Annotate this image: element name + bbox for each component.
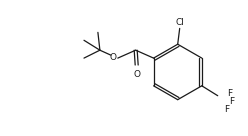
Text: O: O — [133, 70, 140, 79]
Text: O: O — [110, 53, 117, 62]
Text: Cl: Cl — [175, 18, 184, 27]
Text: F: F — [224, 105, 229, 114]
Text: F: F — [229, 97, 234, 106]
Text: F: F — [227, 89, 232, 98]
